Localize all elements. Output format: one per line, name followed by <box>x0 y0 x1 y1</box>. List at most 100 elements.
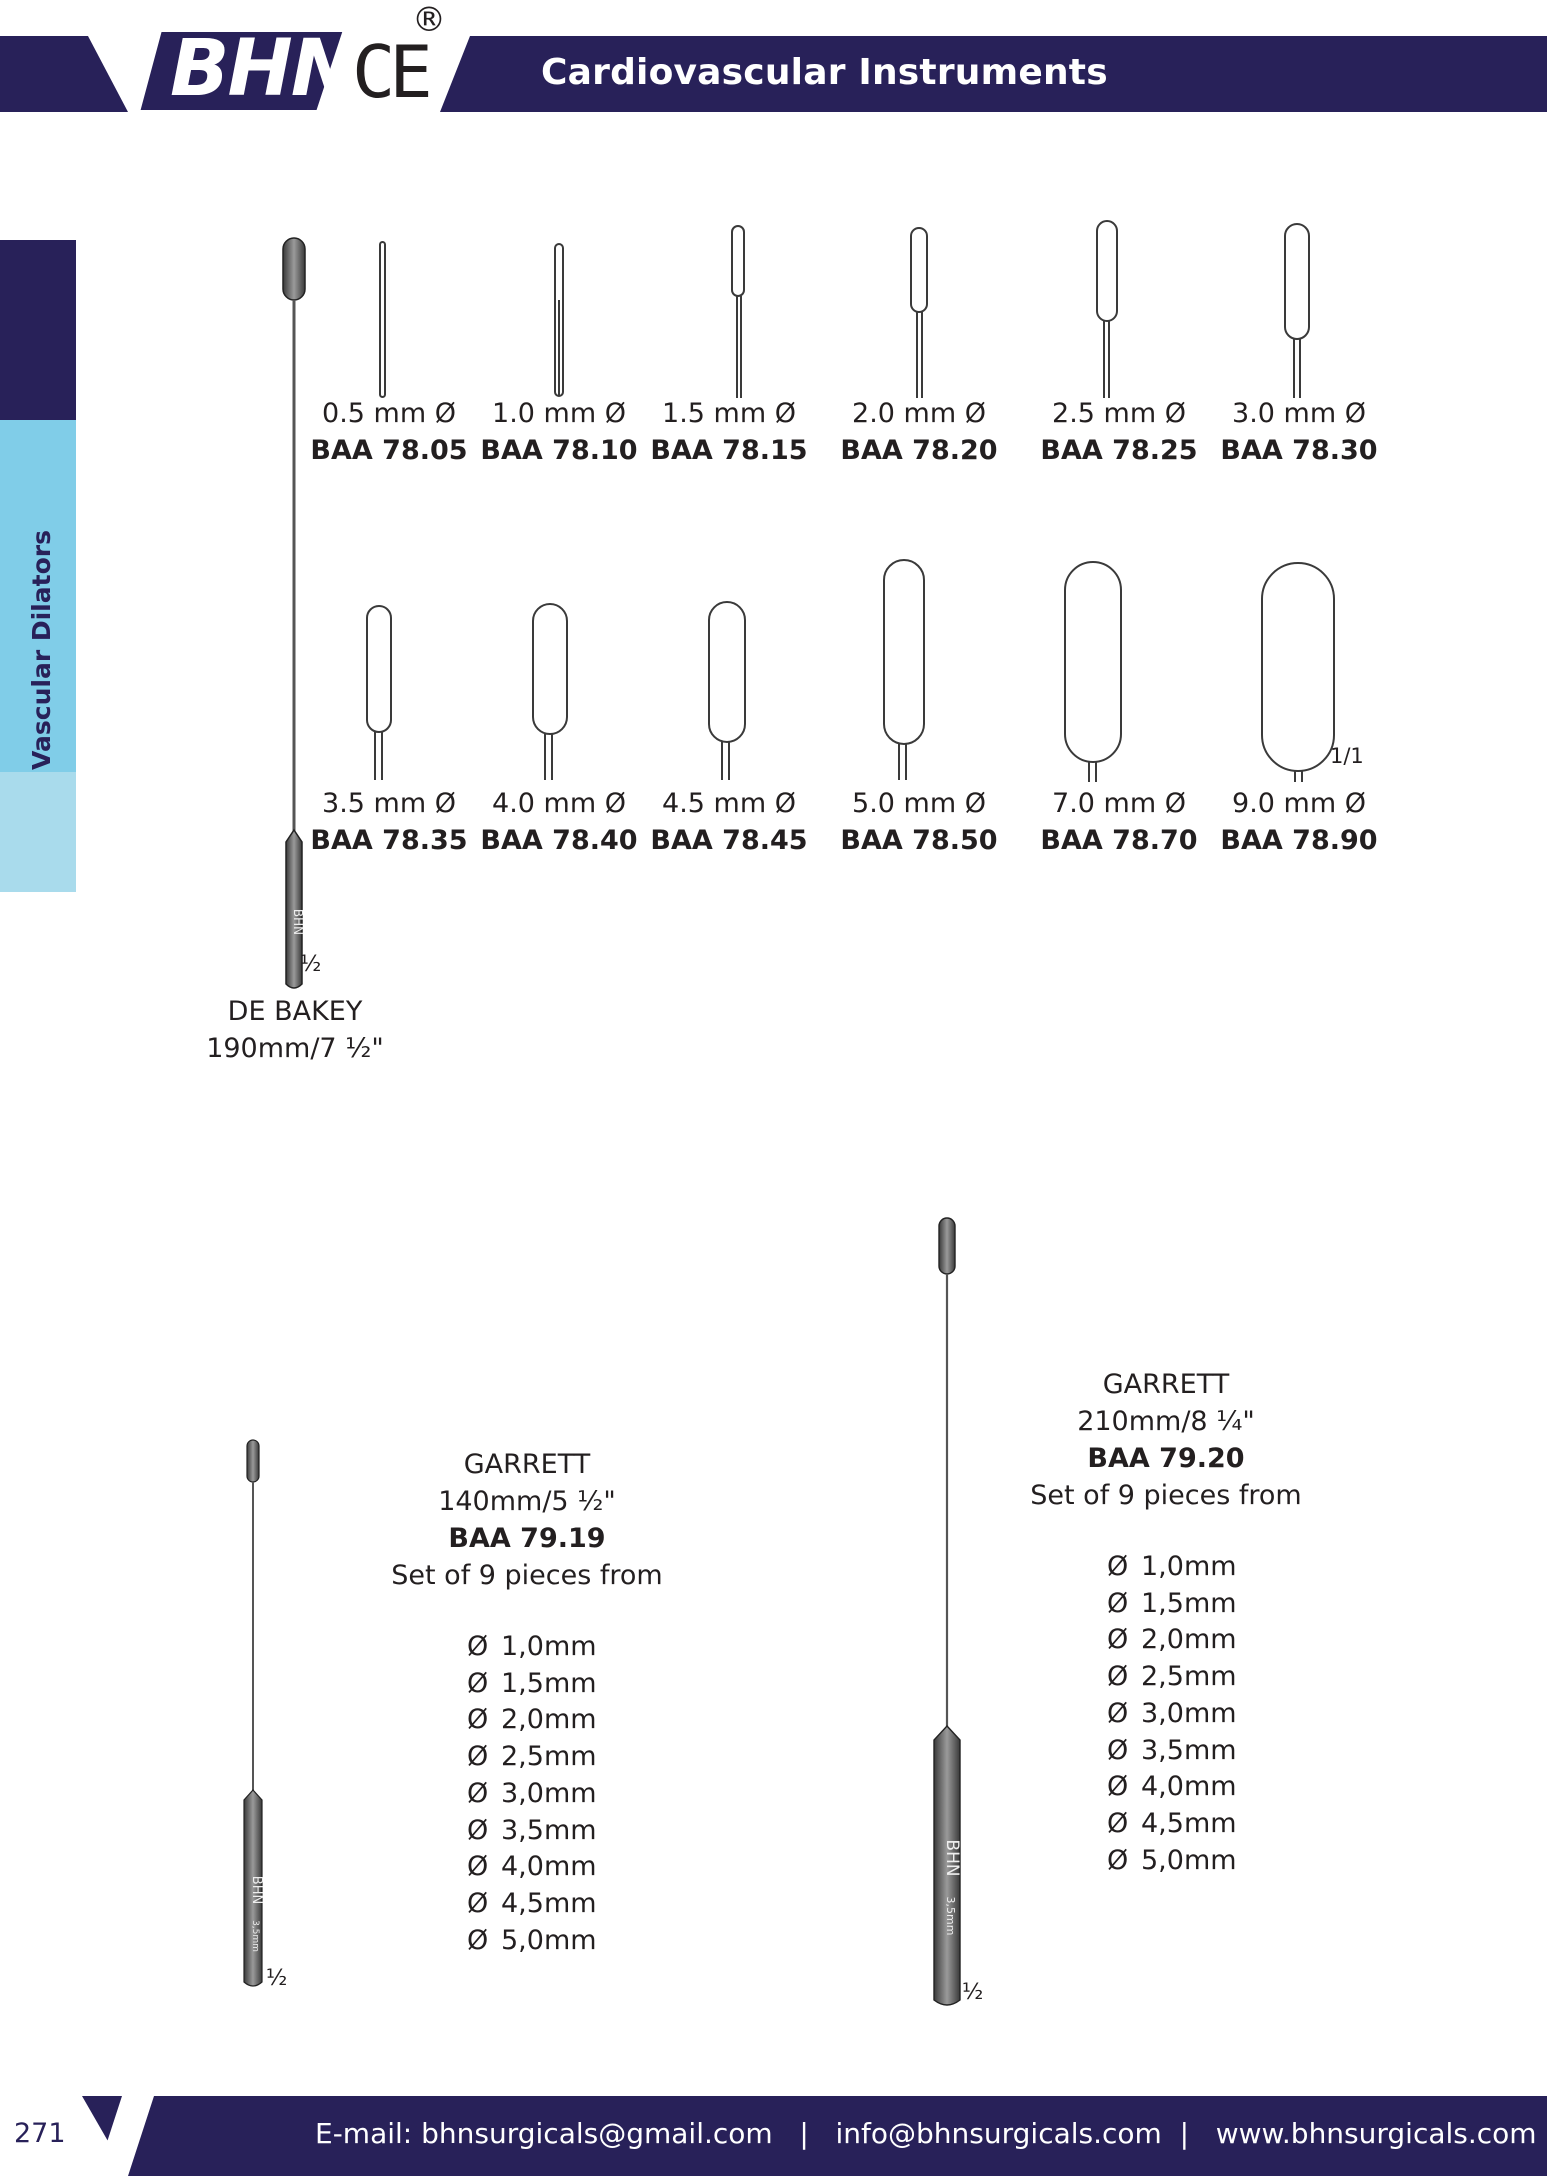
diameter-symbol: Ø <box>1107 1624 1129 1656</box>
size-value: 4,0mm <box>501 1851 597 1883</box>
handle-size: 3,5mm <box>250 1920 260 1952</box>
tip-caption: 2.5 mm Ø BAA 78.25 <box>1039 395 1199 469</box>
garrett-small-size-list: Ø 1,0mm Ø 1,5mm Ø 2,0mm Ø 2,5mm Ø 3,0mm Ø 3,5m… <box>467 1629 597 1959</box>
tip-2-0 <box>910 227 928 313</box>
diameter-symbol: Ø <box>1107 1734 1129 1766</box>
tip-caption: 1.5 mm Ø BAA 78.15 <box>649 395 809 469</box>
tip-size: 4.0 mm Ø <box>492 788 626 819</box>
size-value: 3,0mm <box>501 1777 597 1809</box>
tip-size: 1.0 mm Ø <box>492 398 626 429</box>
header-shapes <box>88 28 470 114</box>
garrett-small-name: GARRETT <box>463 1449 591 1480</box>
garrett-small-image: BHN 3,5mm <box>243 1439 264 1987</box>
size-value: 1,0mm <box>1141 1551 1237 1582</box>
tips-scale: 1/1 <box>1330 744 1364 768</box>
list-item: Ø 2,0mm <box>467 1702 597 1739</box>
dilator-tips-drawing <box>366 220 1335 782</box>
tip-0-5 <box>379 241 386 398</box>
tip-code: BAA 78.45 <box>650 825 808 856</box>
list-item: Ø 4,5mm <box>467 1886 597 1923</box>
diameter-symbol: Ø <box>1107 1587 1129 1619</box>
diameter-symbol: Ø <box>467 1851 489 1883</box>
list-item: Ø 2,5mm <box>1107 1659 1237 1696</box>
diameter-symbol: Ø <box>467 1704 489 1736</box>
garrett-small-code: BAA 79.19 <box>448 1523 606 1554</box>
list-item: Ø 5,0mm <box>467 1923 597 1960</box>
tip-size: 9.0 mm Ø <box>1232 788 1366 819</box>
tip-code: BAA 78.15 <box>650 435 808 466</box>
tip-size: 2.0 mm Ø <box>852 398 986 429</box>
size-value: 2,5mm <box>501 1741 597 1773</box>
diameter-symbol: Ø <box>467 1667 489 1699</box>
tip-caption: 1.0 mm Ø BAA 78.10 <box>479 395 639 469</box>
list-item: Ø 1,0mm <box>467 1629 597 1666</box>
garrett-large-scale: ½ <box>962 1980 984 2005</box>
tip-code: BAA 78.50 <box>840 825 998 856</box>
diameter-symbol: Ø <box>467 1887 489 1919</box>
debakey-length: 190mm/7 ½" <box>206 1033 384 1064</box>
size-value: 4,5mm <box>1141 1807 1237 1839</box>
side-tab-dark <box>0 240 76 420</box>
list-item: Ø 5,0mm <box>1107 1843 1237 1880</box>
garrett-large-length: 210mm/8 ¼" <box>1077 1406 1255 1437</box>
tip-5-0 <box>883 559 925 745</box>
list-item: Ø 2,0mm <box>1107 1622 1237 1659</box>
size-value: 2,0mm <box>1141 1624 1237 1656</box>
tip-9-0 <box>1261 562 1335 772</box>
handle-size: 3,5mm <box>944 1897 957 1936</box>
garrett-large-size-list: Ø 1,0mm Ø 1,5mm Ø 2,0mm Ø 2,5mm Ø 3,0mm Ø 3,5m… <box>1107 1549 1237 1879</box>
tip-code: BAA 78.25 <box>1040 435 1198 466</box>
tip-size: 2.5 mm Ø <box>1052 398 1186 429</box>
tip-code: BAA 78.05 <box>310 435 468 466</box>
tip-caption: 5.0 mm Ø BAA 78.50 <box>839 785 999 859</box>
size-value: 1,5mm <box>501 1667 597 1699</box>
debakey-caption: DE BAKEY 190mm/7 ½" <box>180 993 410 1067</box>
diameter-symbol: Ø <box>1107 1844 1129 1876</box>
page-number: 271 <box>14 2118 66 2149</box>
tip-size: 3.0 mm Ø <box>1232 398 1366 429</box>
footer-contact[interactable]: E-mail: bhnsurgicals@gmail.com | info@bh… <box>315 2117 1537 2150</box>
tip-caption: 3.0 mm Ø BAA 78.30 <box>1219 395 1379 469</box>
garrett-large-code: BAA 79.20 <box>1087 1443 1245 1474</box>
garrett-large-caption: GARRETT 210mm/8 ¼" BAA 79.20 Set of 9 pi… <box>1006 1366 1326 1514</box>
size-value: 1,5mm <box>1141 1587 1237 1619</box>
garrett-small-length: 140mm/5 ½" <box>438 1486 616 1517</box>
list-item: Ø 3,5mm <box>467 1813 597 1850</box>
list-item: Ø 4,5mm <box>1107 1806 1237 1843</box>
size-value: 1,0mm <box>501 1631 597 1662</box>
tip-code: BAA 78.30 <box>1220 435 1378 466</box>
registered-mark: ® <box>412 0 446 40</box>
garrett-large-set: Set of 9 pieces from <box>1030 1480 1302 1511</box>
tip-caption: 4.0 mm Ø BAA 78.40 <box>479 785 639 859</box>
tip-1-5 <box>731 225 745 297</box>
garrett-small-scale: ½ <box>266 1966 288 1991</box>
tip-size: 3.5 mm Ø <box>322 788 456 819</box>
tip-code: BAA 78.20 <box>840 435 998 466</box>
garrett-large-image: BHN 3,5mm <box>933 1217 962 2006</box>
brand-logo: BHN <box>170 24 356 114</box>
list-item: Ø 3,0mm <box>467 1776 597 1813</box>
tip-caption: 0.5 mm Ø BAA 78.05 <box>309 395 469 469</box>
tip-4-5 <box>708 601 746 743</box>
size-value: 3,5mm <box>1141 1734 1237 1766</box>
ce-mark: CE <box>352 30 433 114</box>
diameter-symbol: Ø <box>1107 1697 1129 1729</box>
debakey-dilator-image: BHN <box>282 237 306 989</box>
diameter-symbol: Ø <box>467 1777 489 1809</box>
garrett-small-set: Set of 9 pieces from <box>391 1560 663 1591</box>
size-value: 5,0mm <box>501 1924 597 1956</box>
debakey-name: DE BAKEY <box>227 996 363 1027</box>
tip-4-0 <box>532 603 568 735</box>
list-item: Ø 1,0mm <box>1107 1549 1237 1586</box>
garrett-large-name: GARRETT <box>1102 1369 1230 1400</box>
tip-code: BAA 78.40 <box>480 825 638 856</box>
size-value: 3,0mm <box>1141 1697 1237 1729</box>
list-item: Ø 4,0mm <box>1107 1769 1237 1806</box>
size-value: 2,5mm <box>1141 1661 1237 1693</box>
diameter-symbol: Ø <box>1107 1771 1129 1803</box>
list-item: Ø 1,5mm <box>467 1666 597 1703</box>
page-title: Cardiovascular Instruments <box>541 52 1108 93</box>
diameter-symbol: Ø <box>467 1741 489 1773</box>
list-item: Ø 3,5mm <box>1107 1733 1237 1770</box>
size-value: 3,5mm <box>501 1814 597 1846</box>
